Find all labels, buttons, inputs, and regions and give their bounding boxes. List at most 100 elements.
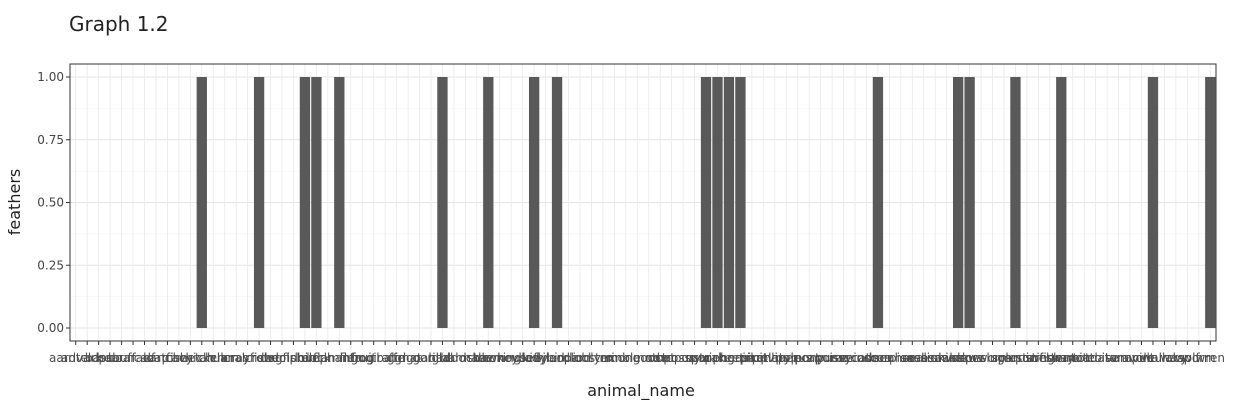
x-tick-label-crayfish: crayfish xyxy=(224,351,271,365)
x-tick-label-porpoise: porpoise xyxy=(795,351,847,365)
bar-flamingo xyxy=(334,77,345,328)
x-tick-label-tortoise: tortoise xyxy=(1073,351,1119,365)
bar-skimmer xyxy=(952,77,964,328)
y-axis: 0.00 0.25 0.50 0.75 1.00 xyxy=(37,70,70,335)
x-tick-label-hare: hare xyxy=(463,351,490,365)
x-tick-label-antelope: antelope xyxy=(61,351,114,365)
grid xyxy=(70,64,1216,341)
x-tick-label-sole: sole xyxy=(992,351,1016,365)
x-tick-label-buffalo: buffalo xyxy=(112,351,154,365)
x-tick-label-octopus: octopus xyxy=(648,351,695,365)
x-tick-label-deer: deer xyxy=(257,351,284,365)
x-tick-label-wolf: wolf xyxy=(1175,351,1200,365)
bar-vulture xyxy=(1147,77,1159,328)
x-tick-label-flea: flea xyxy=(340,351,362,365)
x-tick-label-boar: boar xyxy=(108,351,135,365)
x-tick-label-dolphin: dolphin xyxy=(271,351,315,365)
x-tick-label-catfish: catfish xyxy=(147,351,187,365)
x-tick-label-scorpion: scorpion xyxy=(864,351,915,365)
x-axis-title: animal_name xyxy=(587,381,695,401)
y-tick-label: 1.00 xyxy=(37,70,64,84)
x-tick-label-fruitbat: fruitbat xyxy=(351,351,396,365)
x-tick-label-rhea: rhea xyxy=(864,351,891,365)
bar-crow xyxy=(253,77,265,328)
x-tick-label-piranha: piranha xyxy=(740,351,786,365)
x-tick-label-tuna: tuna xyxy=(1105,351,1132,365)
x-tick-label-gull: gull xyxy=(432,351,454,365)
x-tick-label-wren: wren xyxy=(1196,351,1225,365)
x-tick-label-dogfish: dogfish xyxy=(260,351,304,365)
x-tick-label-bear: bear xyxy=(96,351,123,365)
x-tick-label-girl: girl xyxy=(387,351,406,365)
bar-parakeet xyxy=(712,77,723,328)
x-tick-label-stingray: stingray xyxy=(1025,351,1074,365)
bar-kiwi xyxy=(528,77,540,328)
y-tick-label: 0.25 xyxy=(37,258,64,272)
x-tick-label-flamingo: flamingo xyxy=(313,351,366,365)
x-axis: aardvarkantelopebassbearboarbuffalocalfc… xyxy=(49,341,1225,365)
x-tick-label-calf: calf xyxy=(134,351,156,365)
x-tick-label-slowworm: slowworm xyxy=(951,351,1011,365)
y-tick-label: 0.50 xyxy=(37,196,64,210)
x-tick-label-leopard: leopard xyxy=(546,351,591,365)
x-tick-label-dove: dove xyxy=(290,351,319,365)
bar-duck xyxy=(311,77,322,328)
x-tick-label-clam: clam xyxy=(210,351,239,365)
x-tick-label-seal: seal xyxy=(900,351,924,365)
x-tick-label-platypus: platypus xyxy=(760,351,812,365)
x-tick-label-chub: chub xyxy=(199,351,228,365)
x-tick-label-pheasant: pheasant xyxy=(712,351,768,365)
x-tick-label-seasnake: seasnake xyxy=(907,351,963,365)
x-tick-label-goat: goat xyxy=(406,351,433,365)
x-tick-label-cavy: cavy xyxy=(165,351,193,365)
y-tick-label: 0.00 xyxy=(37,321,64,335)
x-tick-label-vulture: vulture xyxy=(1132,351,1174,365)
x-tick-label-aardvark: aardvark xyxy=(49,351,102,365)
x-tick-label-hawk: hawk xyxy=(472,351,504,365)
x-tick-label-mole: mole xyxy=(611,351,641,365)
x-tick-label-parakeet: parakeet xyxy=(691,351,745,365)
x-tick-label-kiwi: kiwi xyxy=(522,351,545,365)
x-tick-label-gorilla: gorilla xyxy=(412,351,449,365)
x-tick-label-wallaby: wallaby xyxy=(1141,351,1187,365)
x-tick-label-herring: herring xyxy=(478,351,521,365)
x-tick-label-housefly: housefly xyxy=(497,351,548,365)
x-tick-label-skimmer: skimmer xyxy=(932,351,984,365)
x-tick-label-oryx: oryx xyxy=(681,351,707,365)
y-axis-title: feathers xyxy=(5,169,24,235)
bar-lark xyxy=(551,77,563,328)
x-tick-label-pike: pike xyxy=(739,351,764,365)
x-tick-label-elephant: elephant xyxy=(301,351,354,365)
x-tick-label-sealion: sealion xyxy=(902,351,945,365)
x-tick-label-seahorse: seahorse xyxy=(874,351,929,365)
x-tick-label-skua: skua xyxy=(956,351,984,365)
x-tick-label-wasp: wasp xyxy=(1160,351,1191,365)
x-tick-label-pitviper: pitviper xyxy=(752,351,798,365)
x-tick-label-giraffe: giraffe xyxy=(366,351,405,365)
x-tick-label-lion: lion xyxy=(569,351,591,365)
x-tick-label-crow: crow xyxy=(245,351,274,365)
x-tick-label-puma: puma xyxy=(815,351,849,365)
x-tick-label-lobster: lobster xyxy=(571,351,613,365)
x-tick-label-hamster: hamster xyxy=(440,351,490,365)
x-tick-label-gnat: gnat xyxy=(394,351,422,365)
x-tick-label-vampire: vampire xyxy=(1105,351,1154,365)
x-tick-label-chicken: chicken xyxy=(179,351,225,365)
x-tick-label-mongoose: mongoose xyxy=(606,351,669,365)
bar-hawk xyxy=(483,77,494,328)
x-tick-label-worm: worm xyxy=(1182,351,1216,365)
x-tick-label-carp: carp xyxy=(143,351,170,365)
x-tick-label-toad: toad xyxy=(1071,351,1098,365)
chart-title: Graph 1.2 xyxy=(69,12,169,36)
x-tick-label-ostrich: ostrich xyxy=(686,351,727,365)
bar-skua xyxy=(964,77,975,328)
x-tick-label-vole: vole xyxy=(1129,351,1154,365)
x-tick-label-reindeer: reindeer xyxy=(841,351,891,365)
x-tick-label-lark: lark xyxy=(546,351,569,365)
bars xyxy=(196,77,1216,328)
bar-pheasant xyxy=(735,77,746,328)
bar-chicken xyxy=(196,77,207,328)
x-tick-label-duck: duck xyxy=(302,351,331,365)
x-tick-label-newt: newt xyxy=(645,351,675,365)
